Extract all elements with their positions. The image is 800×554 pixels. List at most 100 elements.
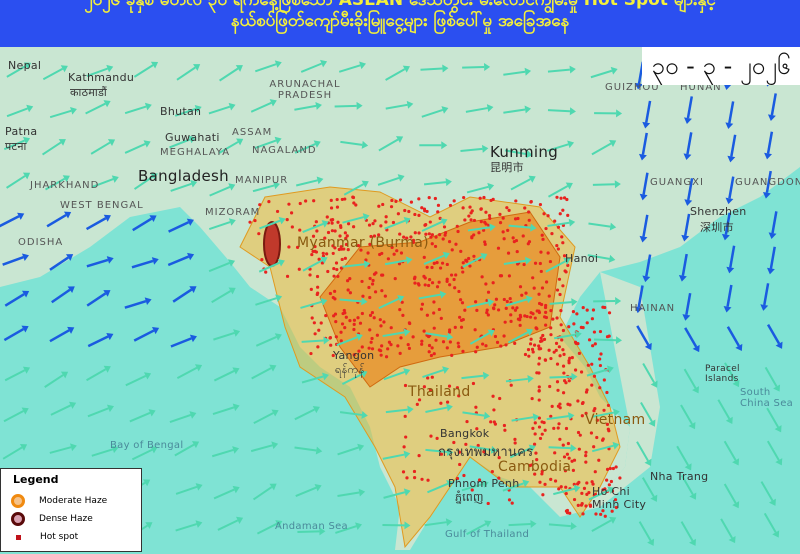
hot-spot: [287, 203, 290, 206]
hot-spot: [578, 352, 581, 355]
hot-spot: [539, 203, 542, 206]
hot-spot: [567, 325, 570, 328]
hot-spot: [508, 498, 511, 501]
hot-spot: [558, 438, 561, 441]
hot-spot: [578, 448, 581, 451]
hot-spot: [434, 339, 437, 342]
hot-spot: [560, 485, 563, 488]
label-patna: Patna: [5, 125, 37, 138]
hot-spot: [304, 199, 307, 202]
hot-spot: [446, 263, 449, 266]
hot-spot: [430, 354, 433, 357]
hot-spot: [353, 323, 356, 326]
hot-spot: [562, 365, 565, 368]
hot-spot: [446, 278, 449, 281]
hot-spot: [494, 423, 497, 426]
hot-spot: [435, 261, 438, 264]
hot-spot: [468, 264, 471, 267]
hot-spot: [420, 308, 423, 311]
hot-spot: [503, 424, 506, 427]
hot-spot: [392, 221, 395, 224]
label-paracel: Paracel Islands: [705, 364, 755, 384]
hot-spot: [558, 278, 561, 281]
hot-spot: [557, 247, 560, 250]
label-kathmandu: Kathmandu: [68, 71, 134, 84]
hot-spot: [599, 352, 602, 355]
hot-spot: [441, 262, 444, 265]
hot-spot: [533, 344, 536, 347]
hot-spot: [482, 196, 485, 199]
hot-spot: [603, 306, 606, 309]
hot-spot: [389, 343, 392, 346]
label-south-china-sea: South China Sea: [740, 387, 800, 409]
hot-spot: [312, 199, 315, 202]
hot-spot: [549, 260, 552, 263]
hot-spot: [443, 225, 446, 228]
hot-spot: [581, 414, 584, 417]
hot-spot: [446, 346, 449, 349]
hot-spot: [598, 357, 601, 360]
hot-spot: [546, 214, 549, 217]
hot-spot: [528, 219, 531, 222]
hot-spot: [601, 439, 604, 442]
hot-spot: [567, 442, 570, 445]
hot-spot: [472, 382, 475, 385]
hot-spot: [376, 334, 379, 337]
hot-spot: [556, 288, 559, 291]
hot-spot: [336, 198, 339, 201]
hot-spot: [359, 322, 362, 325]
hot-spot: [410, 201, 413, 204]
hot-spot: [519, 285, 522, 288]
hot-spot: [534, 432, 537, 435]
hot-spot: [605, 391, 608, 394]
hot-spot-icon: [16, 535, 21, 540]
hot-spot: [379, 318, 382, 321]
hot-spot: [543, 338, 546, 341]
hot-spot: [581, 512, 584, 515]
hot-spot: [549, 478, 552, 481]
hot-spot: [552, 427, 555, 430]
hot-spot: [540, 270, 543, 273]
hot-spot: [506, 229, 509, 232]
hot-spot: [457, 345, 460, 348]
hot-spot: [495, 298, 498, 301]
hot-spot: [604, 515, 607, 518]
hot-spot: [568, 379, 571, 382]
hot-spot: [479, 197, 482, 200]
hot-spot: [336, 206, 339, 209]
hot-spot: [564, 270, 567, 273]
hot-spot: [539, 251, 542, 254]
hot-spot: [403, 445, 406, 448]
hot-spot: [417, 454, 420, 457]
hot-spot: [454, 326, 457, 329]
hot-spot: [513, 342, 516, 345]
label-guangdong: GUANGDONG: [735, 177, 800, 188]
hot-spot: [400, 251, 403, 254]
hot-spot: [394, 200, 397, 203]
hot-spot: [420, 343, 423, 346]
hot-spot: [543, 483, 546, 486]
hot-spot: [458, 316, 461, 319]
hot-spot: [534, 262, 537, 265]
hot-spot: [591, 344, 594, 347]
hot-spot: [549, 309, 552, 312]
hot-spot: [539, 437, 542, 440]
label-thailand: Thailand: [408, 384, 471, 400]
hot-spot: [524, 292, 527, 295]
hot-spot: [413, 470, 416, 473]
hot-spot: [414, 231, 417, 234]
title-line-1: ၂၀၂၆ ခုနှစ် မတ်လ ၃၀ ရက်နေ့ဖြစ်သော ASEAN …: [0, 0, 800, 11]
hot-spot: [341, 258, 344, 261]
hot-spot: [553, 451, 556, 454]
label-manipur: MANIPUR: [235, 175, 288, 186]
hot-spot: [503, 429, 506, 432]
hot-spot: [349, 291, 352, 294]
hot-spot: [584, 454, 587, 457]
hot-spot: [584, 504, 587, 507]
hot-spot: [372, 279, 375, 282]
hot-spot: [413, 276, 416, 279]
hot-spot: [417, 282, 420, 285]
hot-spot: [560, 323, 563, 326]
hot-spot: [543, 421, 546, 424]
label-bay-of-bengal: Bay of Bengal: [110, 440, 183, 451]
